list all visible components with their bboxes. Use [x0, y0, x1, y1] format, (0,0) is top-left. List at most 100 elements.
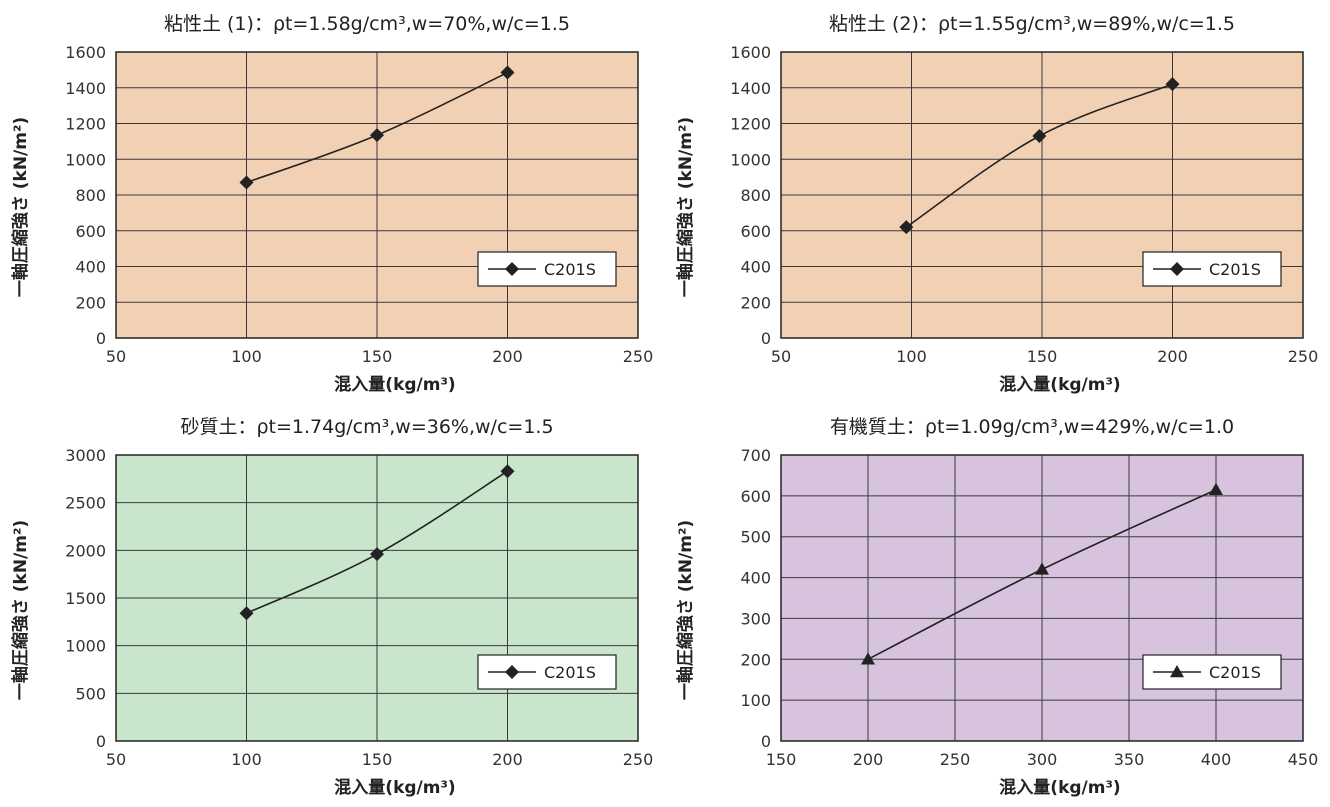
- x-tick-label: 250: [623, 347, 654, 366]
- y-axis-title: 一軸圧縮強さ (kN/m²): [675, 117, 696, 297]
- y-tick-label: 800: [740, 186, 771, 205]
- data-point-marker: [1209, 482, 1223, 495]
- data-point-marker: [1165, 77, 1180, 92]
- y-tick-label: 0: [96, 329, 106, 348]
- legend-marker: [1170, 262, 1184, 276]
- plot-border: [115, 51, 639, 339]
- chart-title: 粘性土 (2)：ρt=1.55g/cm³,w=89%,w/c=1.5: [829, 13, 1235, 35]
- y-tick-label: 100: [740, 691, 771, 710]
- x-tick-label: 200: [853, 750, 884, 769]
- y-tick-label: 400: [740, 258, 771, 277]
- legend-marker: [505, 262, 519, 276]
- legend-label: C201S: [1209, 260, 1261, 279]
- data-point-marker: [370, 547, 384, 562]
- chart-panel-clay-2: 粘性土 (2)：ρt=1.55g/cm³,w=89%,w/c=1.5 0 200 40…: [665, 0, 1330, 403]
- y-tick-label: 1000: [65, 637, 106, 656]
- y-tick-label: 200: [740, 293, 771, 312]
- chart-panel-organic-soil: 有機質土：ρt=1.09g/cm³,w=429%,w/c=1.0 0 100 200 3…: [665, 403, 1330, 806]
- plot-border: [780, 51, 1304, 339]
- x-axis-title: 混入量(kg/m³): [999, 777, 1120, 798]
- x-axis-title: 混入量(kg/m³): [999, 374, 1120, 395]
- y-tick-label: 3000: [65, 446, 106, 465]
- chart-svg: 粘性土 (1)：ρt=1.58g/cm³,w=70%,w/c=1.5 0 200 40…: [10, 13, 654, 395]
- x-tick-label: 200: [492, 750, 523, 769]
- y-tick-label: 200: [740, 650, 771, 669]
- x-tick-label: 100: [896, 347, 927, 366]
- plot-border: [780, 454, 1304, 742]
- y-axis-title: 一軸圧縮強さ (kN/m²): [10, 117, 31, 297]
- x-tick-label: 200: [1157, 347, 1188, 366]
- chart-title: 砂質土：ρt=1.74g/cm³,w=36%,w/c=1.5: [180, 416, 553, 438]
- data-point-marker: [239, 606, 254, 621]
- chart-panel-sandy-soil: 砂質土：ρt=1.74g/cm³,w=36%,w/c=1.5 0 500 1000 15…: [0, 403, 665, 806]
- x-tick-label: 150: [1027, 347, 1058, 366]
- y-tick-label: 500: [75, 684, 106, 703]
- x-tick-label: 200: [492, 347, 523, 366]
- y-tick-label: 600: [740, 222, 771, 241]
- y-tick-label: 2500: [65, 494, 106, 513]
- x-axis-title: 混入量(kg/m³): [334, 374, 455, 395]
- legend-marker: [505, 665, 519, 679]
- y-tick-label: 0: [761, 732, 771, 751]
- legend-label: C201S: [1209, 663, 1261, 682]
- y-axis-title: 一軸圧縮強さ (kN/m²): [675, 520, 696, 700]
- y-axis-title: 一軸圧縮強さ (kN/m²): [10, 520, 31, 700]
- legend-label: C201S: [544, 260, 596, 279]
- y-tick-label: 1600: [65, 43, 106, 62]
- x-tick-label: 50: [106, 750, 126, 769]
- x-tick-label: 100: [231, 347, 262, 366]
- y-tick-label: 1600: [730, 43, 771, 62]
- y-tick-label: 1400: [730, 79, 771, 98]
- x-tick-label: 400: [1201, 750, 1232, 769]
- y-tick-label: 1400: [65, 79, 106, 98]
- y-tick-label: 800: [75, 186, 106, 205]
- x-tick-label: 450: [1288, 750, 1319, 769]
- data-point-marker: [861, 652, 875, 665]
- y-tick-label: 1200: [730, 115, 771, 134]
- y-tick-label: 0: [761, 329, 771, 348]
- x-tick-label: 50: [106, 347, 126, 366]
- x-tick-label: 150: [766, 750, 797, 769]
- data-point-marker: [1035, 562, 1049, 575]
- legend-label: C201S: [544, 663, 596, 682]
- y-tick-label: 1500: [65, 589, 106, 608]
- x-tick-label: 350: [1114, 750, 1145, 769]
- y-tick-label: 0: [96, 732, 106, 751]
- data-point-marker: [1032, 129, 1047, 144]
- x-tick-label: 150: [362, 750, 393, 769]
- data-point-marker: [500, 464, 515, 479]
- data-point-marker: [239, 175, 254, 190]
- y-tick-label: 300: [740, 609, 771, 628]
- x-tick-label: 250: [623, 750, 654, 769]
- x-tick-label: 250: [940, 750, 971, 769]
- data-point-marker: [500, 65, 515, 80]
- x-tick-label: 150: [362, 347, 393, 366]
- y-tick-label: 400: [75, 258, 106, 277]
- y-tick-label: 200: [75, 293, 106, 312]
- y-tick-label: 600: [75, 222, 106, 241]
- y-tick-label: 700: [740, 446, 771, 465]
- x-tick-label: 300: [1027, 750, 1058, 769]
- chart-title: 粘性土 (1)：ρt=1.58g/cm³,w=70%,w/c=1.5: [164, 13, 570, 35]
- chart-svg: 有機質土：ρt=1.09g/cm³,w=429%,w/c=1.0 0 100 200 3…: [675, 416, 1319, 798]
- x-tick-label: 250: [1288, 347, 1319, 366]
- y-tick-label: 500: [740, 528, 771, 547]
- chart-svg: 粘性土 (2)：ρt=1.55g/cm³,w=89%,w/c=1.5 0 200 40…: [675, 13, 1319, 395]
- data-point-marker: [370, 128, 384, 143]
- x-tick-label: 100: [231, 750, 262, 769]
- plot-border: [115, 454, 639, 742]
- x-axis-title: 混入量(kg/m³): [334, 777, 455, 798]
- y-tick-label: 1000: [65, 150, 106, 169]
- x-tick-label: 50: [771, 347, 791, 366]
- y-tick-label: 2000: [65, 541, 106, 560]
- y-tick-label: 600: [740, 487, 771, 506]
- chart-panel-clay-1: 粘性土 (1)：ρt=1.58g/cm³,w=70%,w/c=1.5 0 200 40…: [0, 0, 665, 403]
- y-tick-label: 1200: [65, 115, 106, 134]
- chart-svg: 砂質土：ρt=1.74g/cm³,w=36%,w/c=1.5 0 500 1000 15…: [10, 416, 654, 798]
- legend-marker: [1170, 665, 1184, 678]
- y-tick-label: 400: [740, 569, 771, 588]
- y-tick-label: 1000: [730, 150, 771, 169]
- data-point-marker: [899, 220, 914, 235]
- chart-title: 有機質土：ρt=1.09g/cm³,w=429%,w/c=1.0: [830, 416, 1234, 438]
